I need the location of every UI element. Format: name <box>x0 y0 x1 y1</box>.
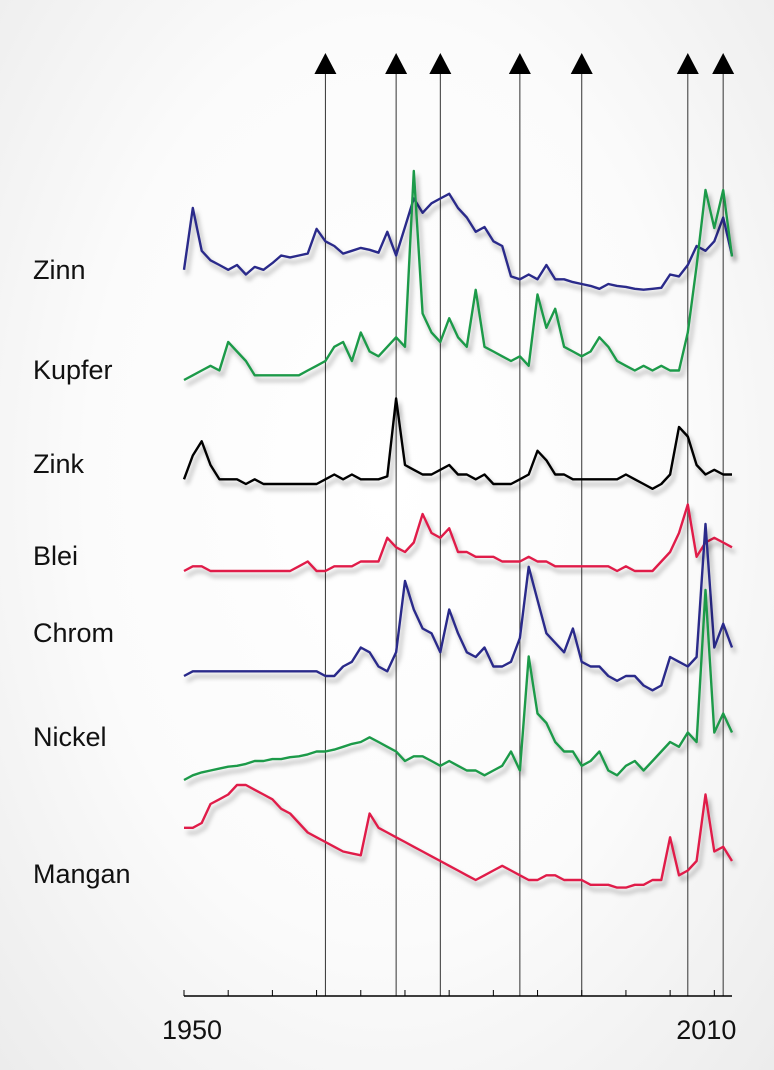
x-tick-label: 2010 <box>676 1015 736 1045</box>
event-marker-triangle <box>385 53 408 74</box>
event-marker-triangle <box>429 53 452 74</box>
event-marker-triangle <box>508 53 531 74</box>
event-marker-triangle <box>314 53 337 74</box>
series-line-zink <box>182 397 732 490</box>
series-label-blei: Blei <box>33 541 78 571</box>
event-marker-triangle <box>676 53 699 74</box>
series-line-nickel <box>183 588 734 782</box>
series-label-zinn: Zinn <box>33 255 86 285</box>
series-layer <box>182 169 734 889</box>
series-label-kupfer: Kupfer <box>33 355 113 385</box>
event-markers <box>314 53 735 996</box>
series-line-chrom <box>183 522 734 692</box>
x-tick-label: 1950 <box>162 1015 222 1045</box>
series-label-nickel: Nickel <box>33 722 107 752</box>
series-line-mangan <box>184 783 734 889</box>
series-label-chrom: Chrom <box>33 618 114 648</box>
series-label-mangan: Mangan <box>33 859 131 889</box>
event-marker-triangle <box>570 53 593 74</box>
event-marker-triangle <box>712 53 735 74</box>
x-axis: 1950 2010 <box>162 990 736 1045</box>
series-line-kupfer <box>183 169 734 382</box>
series-line-zinn <box>182 192 734 291</box>
series-labels: Zinn Kupfer Zink Blei Chrom Nickel Mangan <box>33 255 131 889</box>
series-line-blei <box>183 503 733 573</box>
series-label-zink: Zink <box>33 449 85 479</box>
